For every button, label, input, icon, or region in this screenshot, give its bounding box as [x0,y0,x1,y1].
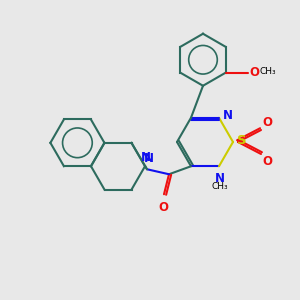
Text: S: S [237,134,247,148]
Text: O: O [250,66,260,79]
Text: O: O [158,201,168,214]
Text: N: N [215,172,225,185]
Text: N: N [144,152,154,165]
Text: O: O [262,116,272,129]
Text: CH₃: CH₃ [212,182,228,191]
Text: CH₃: CH₃ [260,67,276,76]
Text: N: N [223,109,233,122]
Text: O: O [262,155,272,168]
Text: N: N [141,151,151,164]
